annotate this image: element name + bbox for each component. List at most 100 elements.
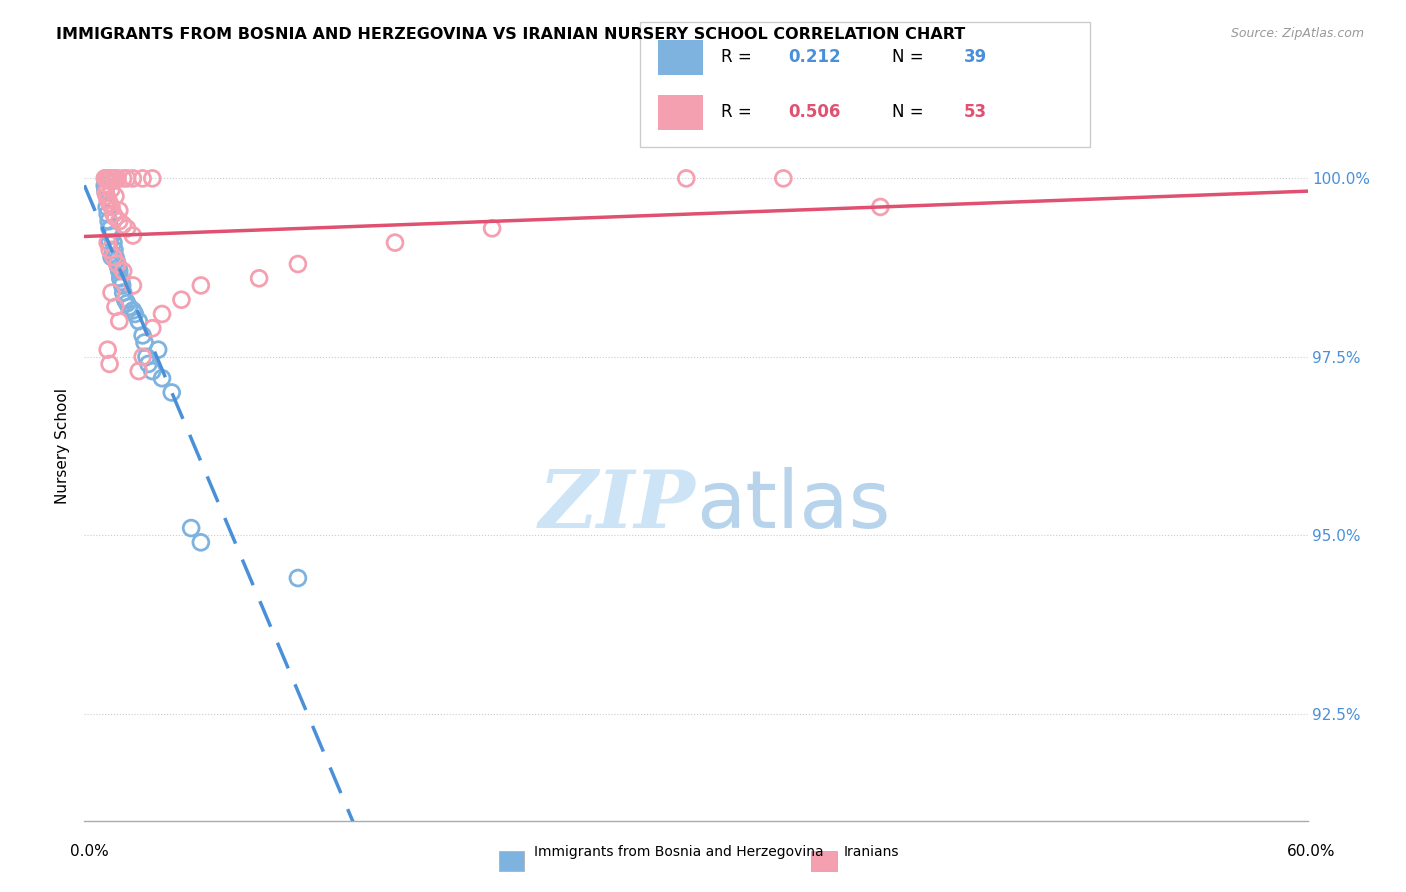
Point	[287, 571, 309, 585]
Point	[100, 200, 122, 214]
Point	[98, 221, 121, 235]
Point	[100, 182, 122, 196]
Point	[112, 218, 135, 232]
Text: IMMIGRANTS FROM BOSNIA AND HERZEGOVINA VS IRANIAN NURSERY SCHOOL CORRELATION CHA: IMMIGRANTS FROM BOSNIA AND HERZEGOVINA V…	[56, 27, 966, 42]
Text: N =: N =	[891, 48, 928, 66]
Point	[128, 364, 150, 378]
Point	[100, 250, 122, 264]
Point	[104, 250, 127, 264]
Text: 53: 53	[963, 103, 987, 121]
Point	[115, 296, 138, 310]
Point	[135, 350, 157, 364]
Point	[97, 235, 120, 250]
Point	[103, 250, 125, 264]
Text: 0.212: 0.212	[789, 48, 841, 66]
Point	[98, 235, 121, 250]
Point	[96, 171, 118, 186]
Point	[105, 257, 128, 271]
Text: 0.0%: 0.0%	[70, 845, 110, 859]
Point	[170, 293, 193, 307]
Text: N =: N =	[891, 103, 928, 121]
Point	[287, 257, 309, 271]
Point	[869, 200, 891, 214]
Point	[104, 300, 127, 314]
Point	[112, 171, 135, 186]
Point	[97, 343, 120, 357]
Text: 39: 39	[963, 48, 987, 66]
Point	[107, 260, 129, 275]
FancyBboxPatch shape	[658, 95, 703, 129]
Point	[150, 371, 173, 385]
Point	[122, 303, 145, 318]
Point	[108, 214, 131, 228]
Point	[122, 278, 145, 293]
Point	[111, 278, 134, 293]
Point	[384, 235, 406, 250]
Point	[131, 328, 153, 343]
Point	[118, 300, 141, 314]
Point	[122, 171, 145, 186]
Text: ZIP: ZIP	[538, 467, 696, 545]
Point	[105, 171, 128, 186]
Point	[96, 189, 118, 203]
Point	[110, 275, 132, 289]
Point	[97, 171, 120, 186]
Point	[115, 221, 138, 235]
Point	[104, 211, 127, 225]
FancyBboxPatch shape	[658, 40, 703, 75]
Point	[97, 193, 120, 207]
Point	[103, 171, 125, 186]
Point	[93, 178, 115, 193]
Point	[94, 182, 117, 196]
Point	[96, 200, 118, 214]
Point	[100, 228, 122, 243]
Y-axis label: Nursery School: Nursery School	[55, 388, 70, 504]
Text: Iranians: Iranians	[844, 845, 898, 859]
Point	[103, 243, 125, 257]
Point	[124, 307, 146, 321]
Text: atlas: atlas	[696, 467, 890, 545]
Point	[105, 253, 128, 268]
Point	[146, 343, 169, 357]
Point	[108, 314, 131, 328]
Point	[105, 257, 128, 271]
Point	[150, 307, 173, 321]
Point	[103, 235, 125, 250]
Point	[190, 535, 212, 549]
Point	[108, 203, 131, 218]
Point	[247, 271, 270, 285]
Point	[675, 171, 697, 186]
Text: Source: ZipAtlas.com: Source: ZipAtlas.com	[1230, 27, 1364, 40]
Point	[110, 271, 132, 285]
Text: 0.506: 0.506	[789, 103, 841, 121]
Point	[104, 171, 127, 186]
Point	[180, 521, 202, 535]
Point	[100, 221, 122, 235]
Text: R =: R =	[721, 48, 756, 66]
Point	[114, 293, 136, 307]
Point	[93, 171, 115, 186]
Point	[115, 171, 138, 186]
Point	[94, 186, 117, 200]
Point	[98, 243, 121, 257]
FancyBboxPatch shape	[811, 851, 837, 871]
Point	[100, 285, 122, 300]
Point	[94, 186, 117, 200]
Point	[138, 357, 160, 371]
Point	[128, 314, 150, 328]
Point	[97, 214, 120, 228]
Point	[100, 171, 122, 186]
Point	[98, 196, 121, 211]
Point	[141, 321, 163, 335]
Point	[97, 171, 120, 186]
Point	[131, 171, 153, 186]
Point	[122, 228, 145, 243]
Point	[104, 189, 127, 203]
Point	[141, 171, 163, 186]
Text: Immigrants from Bosnia and Herzegovina: Immigrants from Bosnia and Herzegovina	[534, 845, 824, 859]
Point	[772, 171, 794, 186]
Point	[131, 350, 153, 364]
Point	[160, 385, 183, 400]
Point	[481, 221, 503, 235]
Point	[97, 207, 120, 221]
